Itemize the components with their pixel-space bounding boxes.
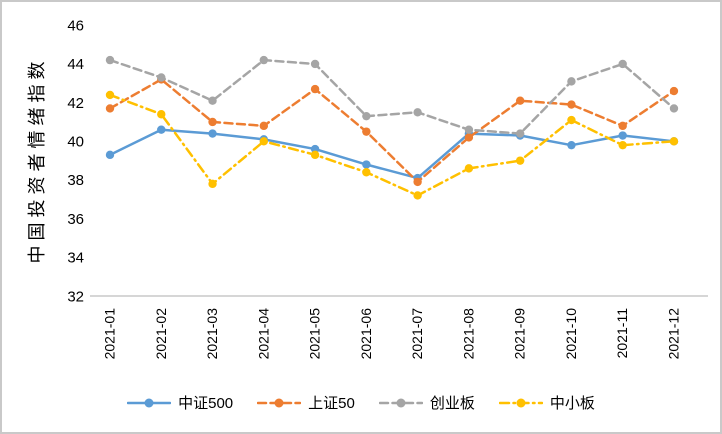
- series-marker-0: [567, 140, 576, 150]
- legend-label: 创业板: [429, 395, 475, 412]
- y-tick-label: 42: [67, 95, 84, 112]
- series-marker-3: [567, 115, 576, 125]
- legend-item-1[interactable]: 上证50: [257, 392, 355, 413]
- series-marker-3: [464, 164, 474, 173]
- series-marker-2: [618, 59, 627, 69]
- series-marker-2: [105, 55, 115, 65]
- legend-swatch-icon: [127, 398, 172, 407]
- x-tick-label: 2021-10: [563, 308, 579, 360]
- series-marker-1: [618, 121, 627, 131]
- series-marker-2: [413, 108, 422, 117]
- series-marker-1: [310, 84, 320, 94]
- series-line-3: [108, 93, 676, 197]
- series-marker-2: [669, 104, 679, 113]
- y-tick-label: 38: [67, 172, 84, 189]
- series-marker-1: [515, 96, 525, 105]
- legend-marker: [144, 398, 154, 407]
- series-marker-2: [515, 129, 525, 138]
- x-tick-label: 2021-09: [512, 308, 528, 360]
- x-tick-label: 2021-05: [307, 308, 323, 360]
- x-tick-label: 2021-11: [614, 308, 630, 359]
- legend-label: 中证500: [178, 395, 234, 412]
- x-tick-label: 2021-03: [204, 308, 220, 360]
- series-line-2: [108, 58, 676, 135]
- series-marker-1: [105, 104, 115, 113]
- legend-label: 中小板: [549, 395, 595, 412]
- y-axis-title: 中国投资者情绪指数: [27, 56, 47, 264]
- legend-swatch-icon: [378, 398, 423, 407]
- series-marker-1: [362, 127, 371, 136]
- legend-item-2[interactable]: 创业板: [378, 392, 475, 413]
- series-marker-1: [259, 121, 269, 131]
- series-marker-0: [310, 144, 320, 154]
- x-tick-label: 2021-12: [665, 308, 681, 360]
- series-marker-3: [105, 90, 115, 100]
- legend-marker: [274, 398, 284, 407]
- series-marker-1: [208, 117, 217, 127]
- x-tick-label: 2021-02: [153, 308, 169, 360]
- series-marker-0: [618, 131, 627, 140]
- series-marker-2: [208, 96, 217, 105]
- series-marker-3: [413, 191, 422, 200]
- plot-area: 32 34 36 38 40 42 44 46 2021-01 2021-02 2021-03 202…: [67, 18, 708, 360]
- series-marker-0: [208, 129, 217, 138]
- series-marker-0: [157, 125, 166, 134]
- series-marker-0: [105, 150, 115, 160]
- series-marker-2: [362, 111, 371, 121]
- x-tick-label: 2021-06: [358, 308, 374, 360]
- x-tick-label: 2021-04: [255, 308, 271, 360]
- series-marker-2: [259, 55, 269, 65]
- legend-label: 上证50: [308, 395, 355, 412]
- x-tick-label: 2021-07: [409, 308, 425, 360]
- y-tick-label: 44: [67, 56, 84, 73]
- series-marker-3: [669, 137, 679, 146]
- series-marker-2: [157, 73, 166, 82]
- legend-item-0[interactable]: 中证500: [127, 392, 233, 413]
- legend-item-3[interactable]: 中小板: [498, 392, 595, 413]
- series-line-0: [108, 128, 676, 180]
- y-tick-label: 32: [67, 288, 84, 305]
- series-marker-3: [259, 137, 269, 146]
- chart-legend: 中证500 上证50 创业板 中小板: [2, 392, 720, 413]
- y-tick-label: 40: [67, 134, 84, 151]
- legend-swatch-icon: [498, 398, 543, 407]
- y-tick-label: 46: [67, 18, 84, 35]
- series-marker-1: [464, 133, 474, 142]
- series-marker-3: [208, 179, 217, 189]
- y-tick-label: 34: [67, 250, 84, 267]
- y-tick-label: 36: [67, 211, 84, 228]
- series-marker-3: [618, 140, 627, 150]
- series-marker-1: [669, 86, 679, 96]
- series-marker-2: [310, 59, 320, 69]
- series-marker-3: [157, 110, 166, 119]
- series-marker-3: [515, 156, 525, 165]
- series-line-1: [108, 78, 676, 184]
- x-tick-label: 2021-01: [102, 308, 118, 360]
- series-marker-0: [362, 160, 371, 169]
- legend-marker: [396, 398, 406, 407]
- series-marker-3: [362, 168, 371, 177]
- series-marker-1: [567, 100, 576, 109]
- legend-marker: [516, 398, 526, 407]
- x-tick-label: 2021-08: [460, 308, 476, 360]
- series-marker-3: [310, 150, 320, 160]
- series-marker-2: [567, 77, 576, 86]
- series-marker-2: [464, 125, 474, 134]
- series-marker-1: [413, 177, 422, 187]
- legend-swatch-icon: [257, 398, 302, 407]
